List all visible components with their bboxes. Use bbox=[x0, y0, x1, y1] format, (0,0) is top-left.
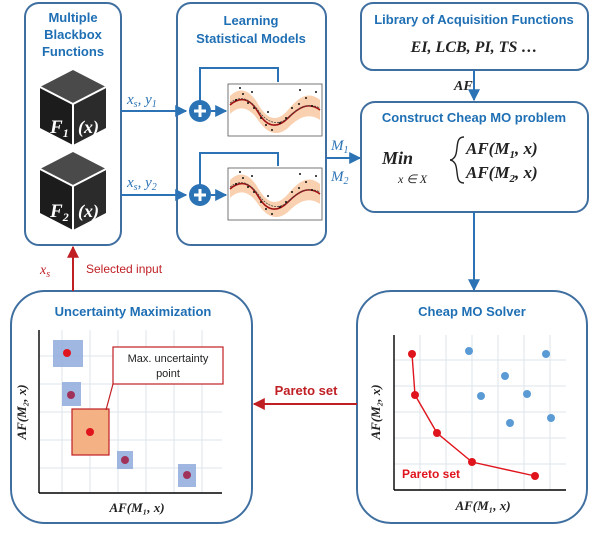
blackbox-functions-box: Multiple Blackbox Functions F1 (x) F2 (x… bbox=[24, 2, 122, 246]
library-functions: EI, LCB, PI, TS … bbox=[410, 39, 538, 56]
gp-model-plot-1 bbox=[227, 83, 323, 137]
uncertainty-xlabel: AF(M₁, x) bbox=[108, 500, 164, 515]
edge-label-selected-input: Selected input bbox=[86, 262, 163, 276]
edge-label-m1: M1 bbox=[330, 138, 349, 156]
edge-label-xs-y1: xs, y1 bbox=[126, 92, 157, 110]
cheap-problem-title: Construct Cheap MO problem bbox=[382, 110, 566, 125]
uncertainty-maximization-box: Uncertainty Maximization bbox=[10, 290, 253, 524]
library-title: Library of Acquisition Functions bbox=[374, 12, 574, 27]
blackbox-cube-f1: F1 (x) bbox=[39, 70, 107, 145]
min-label: Min bbox=[381, 148, 413, 168]
svg-text:F1: F1 bbox=[49, 117, 69, 140]
blackbox-title-line2: Blackbox bbox=[44, 27, 103, 42]
cheap-mo-problem-box: Construct Cheap MO problem Min x ∈ X AF(… bbox=[360, 101, 589, 213]
solver-ylabel: AF(M₂, x) bbox=[368, 384, 383, 440]
solver-xlabel: AF(M₁, x) bbox=[454, 498, 510, 513]
edge-label-xs: xs bbox=[39, 263, 50, 280]
uncertainty-ylabel: AF(M₂, x) bbox=[14, 384, 29, 440]
edge-label-xs-y2: xs, y2 bbox=[126, 175, 157, 193]
learning-title-line1: Learning bbox=[224, 13, 279, 28]
candidate-points bbox=[465, 347, 555, 427]
callout-line2: point bbox=[156, 368, 180, 380]
objective-1: AF(M1, x) bbox=[465, 139, 538, 161]
blackbox-title-line3: Functions bbox=[42, 44, 104, 59]
pareto-points bbox=[408, 350, 539, 480]
acquisition-library-box: Library of Acquisition Functions EI, LCB… bbox=[360, 2, 589, 71]
constraint-label: x ∈ X bbox=[397, 172, 428, 186]
svg-text:F2: F2 bbox=[49, 201, 69, 224]
edge-label-af: AF bbox=[453, 79, 473, 94]
blackbox-cube-f2: F2 (x) bbox=[39, 152, 107, 230]
gp-model-plot-2 bbox=[227, 167, 323, 221]
edge-label-pareto-set: Pareto set bbox=[275, 383, 339, 398]
blackbox-title-line1: Multiple bbox=[48, 10, 97, 25]
blackbox-f1-arg: (x) bbox=[78, 117, 99, 138]
plus-icon bbox=[189, 100, 211, 122]
callout-line1: Max. uncertainty bbox=[128, 353, 209, 365]
uncertainty-title: Uncertainty Maximization bbox=[55, 304, 212, 319]
learning-models-box: Learning Statistical Models bbox=[176, 2, 327, 246]
learning-title-line2: Statistical Models bbox=[196, 31, 306, 46]
solver-pareto-label: Pareto set bbox=[402, 467, 460, 481]
uncertainty-points bbox=[63, 349, 191, 479]
solver-title: Cheap MO Solver bbox=[418, 304, 526, 319]
blackbox-f2-arg: (x) bbox=[78, 201, 99, 222]
objective-2: AF(M2, x) bbox=[465, 163, 538, 185]
edge-label-m2: M2 bbox=[330, 169, 349, 187]
cheap-mo-solver-box: Cheap MO Solver Pareto set AF(M₁, x) AF(… bbox=[356, 290, 588, 524]
plus-icon bbox=[189, 184, 211, 206]
max-uncertainty-callout: Max. uncertainty point bbox=[105, 346, 224, 411]
